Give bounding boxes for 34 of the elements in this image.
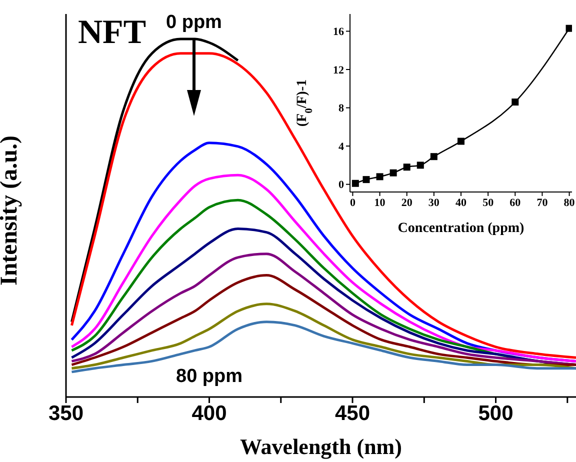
annotation: NFT xyxy=(78,14,146,52)
x-tick-label: 500 xyxy=(478,402,514,425)
x-tick-label: 0 xyxy=(350,196,356,209)
point xyxy=(566,24,572,32)
point xyxy=(352,180,359,187)
x-tick-label: 400 xyxy=(192,402,227,425)
point xyxy=(430,153,438,160)
point xyxy=(458,138,464,145)
y-tick-label: 16 xyxy=(333,26,344,38)
x-tick-label: 450 xyxy=(334,402,370,425)
x-tick-label: 10 xyxy=(374,196,386,209)
y-tick-label: 4 xyxy=(338,140,344,153)
text: 0 ppm xyxy=(166,12,222,34)
point xyxy=(390,169,397,176)
annotation: 80 ppm xyxy=(176,366,243,388)
y-tick-label: 0 xyxy=(338,179,344,192)
point xyxy=(416,162,424,169)
x-axis-title: Wavelength (nm) xyxy=(240,434,402,459)
point xyxy=(403,164,410,171)
y-tick-label: 8 xyxy=(338,102,344,115)
x-tick-label: 350 xyxy=(48,402,84,425)
point xyxy=(376,173,384,180)
y-tick-label: 12 xyxy=(333,64,344,76)
x-tick-label: 80 xyxy=(564,196,576,209)
x-tick-label: 40 xyxy=(456,196,467,209)
point xyxy=(512,98,519,106)
x-tick-label: 60 xyxy=(510,196,522,209)
y-axis-title: Intensity (a.u.) xyxy=(0,135,23,286)
x-axis-title: Concentration (ppm) xyxy=(398,221,525,236)
x-tick-label: 50 xyxy=(482,196,494,209)
point xyxy=(362,176,370,184)
x-tick-label: 30 xyxy=(428,196,440,209)
x-tick-label: 70 xyxy=(536,196,548,209)
x-tick-label: 20 xyxy=(401,196,413,209)
